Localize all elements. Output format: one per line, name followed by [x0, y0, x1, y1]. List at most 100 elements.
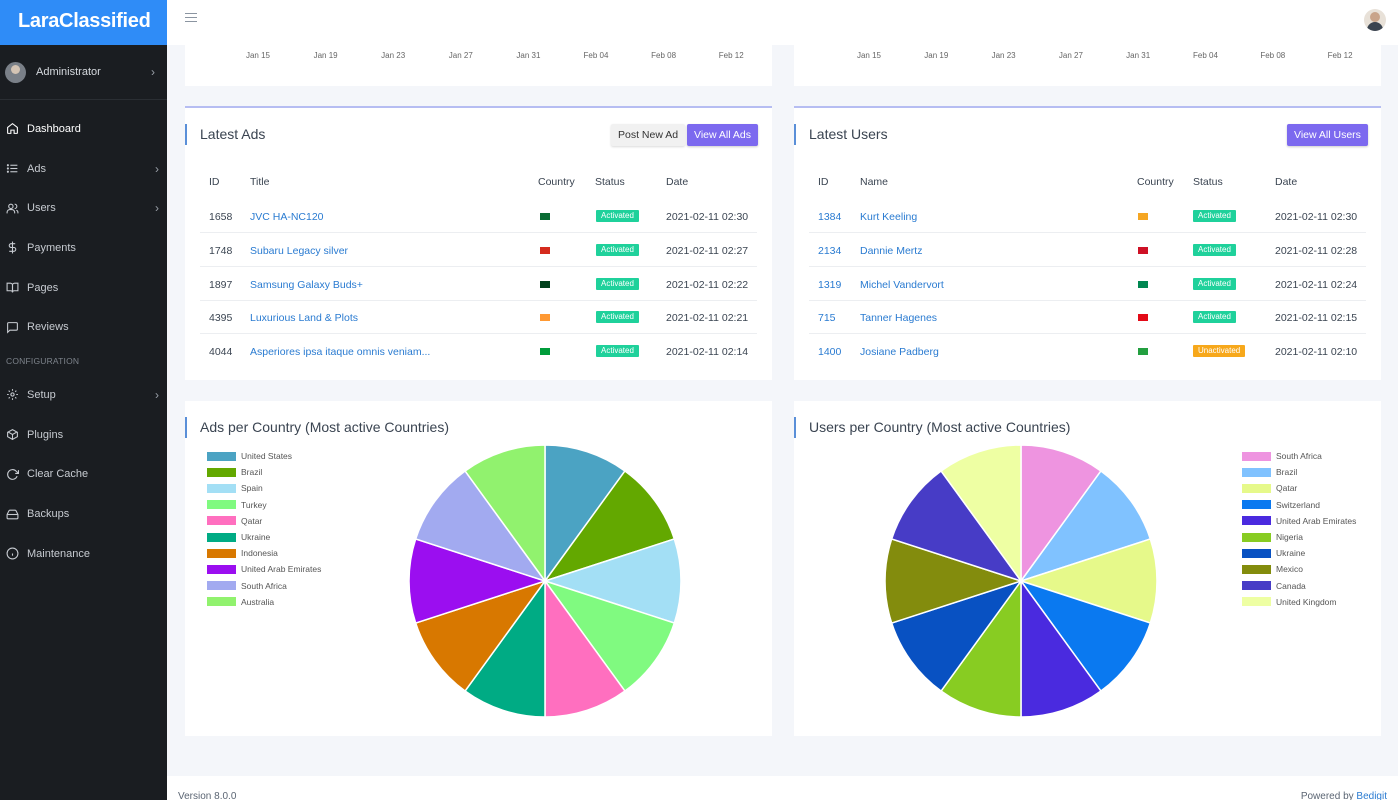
- sidebar-item-plugins[interactable]: Plugins: [0, 415, 167, 455]
- x-axis-tick-label: Feb 12: [1327, 51, 1353, 60]
- legend-item[interactable]: Turkey: [207, 497, 321, 513]
- legend-item[interactable]: Canada: [1242, 578, 1356, 594]
- ad-title-link[interactable]: Asperiores ipsa itaque omnis veniam...: [250, 346, 431, 359]
- legend-item[interactable]: Ukraine: [207, 529, 321, 545]
- sidebar-item-clear-cache[interactable]: Clear Cache: [0, 455, 167, 495]
- view-all-users-button[interactable]: View All Users: [1287, 124, 1368, 146]
- legend-label: Qatar: [1276, 483, 1298, 494]
- user-name-link[interactable]: Tanner Hagenes: [860, 312, 938, 325]
- footer: Version 8.0.0 Powered by Bedigit: [167, 776, 1398, 800]
- view-all-ads-button[interactable]: View All Ads: [687, 124, 759, 146]
- legend-item[interactable]: Australia: [207, 594, 321, 610]
- legend-item[interactable]: Switzerland: [1242, 497, 1356, 513]
- pie-slice-united-arab-emirates[interactable]: [408, 538, 548, 624]
- avatar: [5, 61, 26, 83]
- x-axis-tick-label: Feb 08: [651, 51, 677, 60]
- sidebar-item-label: Clear Cache: [27, 468, 89, 481]
- pie-slice-united-states[interactable]: [544, 444, 626, 584]
- legend-label: Ukraine: [1276, 548, 1306, 559]
- sidebar-item-label: Pages: [27, 281, 59, 294]
- user-name-link[interactable]: Kurt Keeling: [860, 211, 918, 223]
- pie-slice-south-africa[interactable]: [414, 469, 547, 583]
- menu-toggle-icon[interactable]: [185, 13, 197, 23]
- legend-item[interactable]: United Arab Emirates: [207, 561, 321, 577]
- sidebar-item-payments[interactable]: Payments: [0, 228, 167, 268]
- pie-slice-canada[interactable]: [890, 469, 1023, 583]
- legend-item[interactable]: Brazil: [1242, 464, 1356, 480]
- legend-item[interactable]: Indonesia: [207, 545, 321, 561]
- user-id-link[interactable]: 2134: [818, 244, 842, 257]
- user-name-link[interactable]: Josiane Padberg: [860, 346, 939, 359]
- legend-item[interactable]: Ukraine: [1242, 545, 1356, 561]
- post-new-ad-button[interactable]: Post New Ad: [611, 124, 686, 146]
- pie-slice-united-arab-emirates[interactable]: [1020, 578, 1102, 718]
- pie-slice-qatar[interactable]: [544, 578, 626, 718]
- chevron-right-icon: ›: [155, 201, 159, 216]
- ad-id: 1658: [209, 211, 233, 223]
- user-menu[interactable]: Administrator ›: [0, 45, 167, 100]
- ad-id: 4395: [209, 312, 233, 325]
- user-avatar[interactable]: [1364, 9, 1386, 31]
- legend-item[interactable]: South Africa: [1242, 448, 1356, 464]
- sidebar-item-pages[interactable]: Pages: [0, 268, 167, 308]
- brand-logo[interactable]: LaraClassified: [0, 0, 167, 45]
- legend-item[interactable]: South Africa: [207, 578, 321, 594]
- latest-ads-title: Latest Ads: [185, 124, 265, 145]
- country-flag-icon: [1138, 246, 1148, 254]
- ad-title-link[interactable]: JVC HA-NC120: [250, 211, 324, 223]
- user-id-link[interactable]: 1319: [818, 278, 842, 291]
- pie-slice-indonesia[interactable]: [414, 579, 547, 693]
- x-axis-tick-label: Jan 19: [924, 51, 949, 60]
- legend-label: South Africa: [241, 580, 287, 591]
- legend-item[interactable]: Brazil: [207, 464, 321, 480]
- powered-by-link[interactable]: Bedigit: [1356, 791, 1387, 800]
- legend-item[interactable]: United Kingdom: [1242, 594, 1356, 610]
- user-id-link[interactable]: 1384: [818, 211, 842, 223]
- ad-title-link[interactable]: Samsung Galaxy Buds+: [250, 278, 363, 291]
- pie-slice-united-kingdom[interactable]: [940, 444, 1022, 584]
- pie-slice-ukraine[interactable]: [890, 579, 1023, 693]
- legend-label: Nigeria: [1276, 532, 1303, 543]
- pie-slice-qatar[interactable]: [1018, 538, 1158, 624]
- legend-item[interactable]: Qatar: [1242, 480, 1356, 496]
- pie-slice-brazil[interactable]: [1019, 469, 1152, 583]
- user-id-link[interactable]: 1400: [818, 346, 842, 359]
- sidebar-item-ads[interactable]: Ads ›: [0, 149, 167, 189]
- sidebar-item-maintenance[interactable]: Maintenance: [0, 534, 167, 574]
- legend-item[interactable]: United Arab Emirates: [1242, 513, 1356, 529]
- user-name-link[interactable]: Dannie Mertz: [860, 244, 923, 257]
- sidebar-item-label: Users: [27, 202, 56, 215]
- table-row: 1319 Michel Vandervort Activated 2021-02-11…: [809, 267, 1366, 301]
- pie-slice-ukraine[interactable]: [464, 578, 546, 718]
- legend-item[interactable]: Nigeria: [1242, 529, 1356, 545]
- message-icon: [5, 320, 19, 334]
- sidebar-item-dashboard[interactable]: Dashboard: [0, 109, 167, 149]
- country-flag-icon: [1138, 314, 1148, 322]
- pie-slice-australia[interactable]: [464, 444, 546, 584]
- sidebar-item-backups[interactable]: Backups: [0, 494, 167, 534]
- sidebar-item-users[interactable]: Users ›: [0, 188, 167, 228]
- user-date: 2021-02-11 02:24: [1275, 278, 1358, 291]
- pie-slice-nigeria[interactable]: [940, 578, 1022, 718]
- sidebar-item-setup[interactable]: Setup ›: [0, 375, 167, 415]
- pie-slice-brazil[interactable]: [543, 469, 676, 583]
- legend-item[interactable]: United States: [207, 448, 321, 464]
- legend-item[interactable]: Qatar: [207, 513, 321, 529]
- pie-slice-turkey[interactable]: [543, 579, 676, 693]
- ad-title-link[interactable]: Luxurious Land & Plots: [250, 312, 358, 325]
- legend-item[interactable]: Mexico: [1242, 561, 1356, 577]
- ad-title-link[interactable]: Subaru Legacy silver: [250, 244, 349, 257]
- latest-ads-card: Latest Ads Post New Ad View All Ads ID T…: [185, 106, 772, 380]
- pie-slice-switzerland[interactable]: [1019, 579, 1152, 693]
- pie-slice-mexico[interactable]: [884, 538, 1024, 624]
- legend-swatch: [1242, 451, 1271, 461]
- info-icon: [5, 547, 19, 561]
- country-flag-icon: [1138, 348, 1148, 356]
- legend-item[interactable]: Spain: [207, 480, 321, 496]
- sidebar-item-reviews[interactable]: Reviews: [0, 307, 167, 347]
- pie-slice-south-africa[interactable]: [1020, 444, 1102, 584]
- user-name-link[interactable]: Michel Vandervort: [860, 278, 944, 291]
- status-badge: Activated: [596, 243, 639, 256]
- user-id-link[interactable]: 715: [818, 312, 836, 325]
- pie-slice-spain[interactable]: [542, 538, 682, 624]
